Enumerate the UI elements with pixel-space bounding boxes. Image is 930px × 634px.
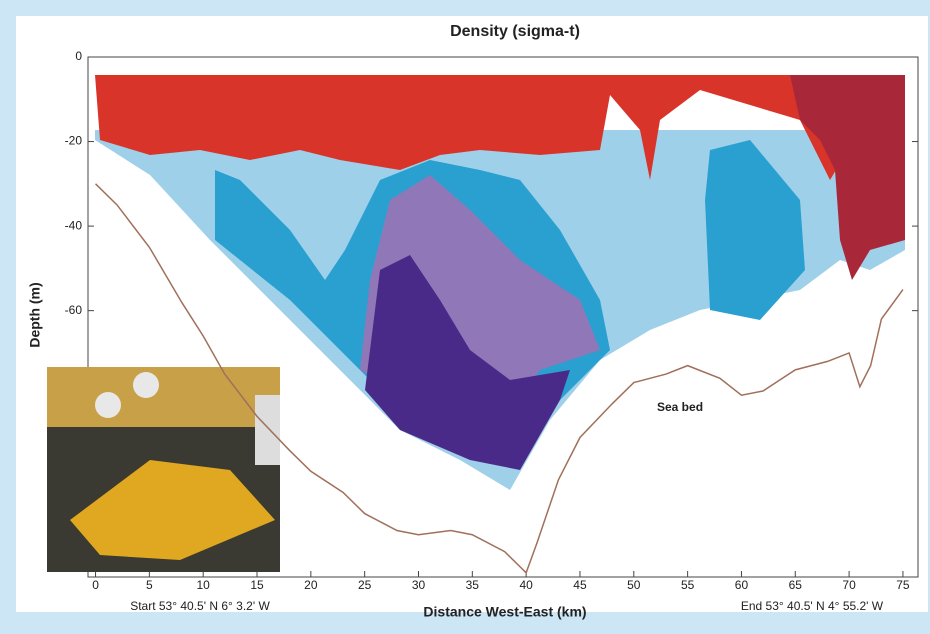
x-tick-label: 50 <box>627 578 641 592</box>
photo-helmet <box>133 372 159 398</box>
x-tick-label: 35 <box>466 578 480 592</box>
x-tick-label: 0 <box>92 578 99 592</box>
photo-helmet <box>95 392 121 418</box>
photo-wall <box>47 367 280 427</box>
photo-person <box>255 395 280 465</box>
x-tick-label: 45 <box>573 578 587 592</box>
inset-photo <box>47 367 280 572</box>
annotation: Sea bed <box>657 400 703 414</box>
y-axis-label: Depth (m) <box>27 282 43 347</box>
x-tick-label: 10 <box>197 578 211 592</box>
x-tick-label: 25 <box>358 578 372 592</box>
x-tick-label: 70 <box>842 578 856 592</box>
y-tick-label: -40 <box>65 218 83 232</box>
x-tick-label: 75 <box>896 578 910 592</box>
annotation: Start 53° 40.5' N 6° 3.2' W <box>130 599 270 613</box>
y-tick-label: -60 <box>65 303 83 317</box>
figure: Density (sigma-t) Sea bed Start 53° 40.5… <box>0 0 930 629</box>
y-tick-label: -20 <box>65 134 83 148</box>
x-tick-label: 65 <box>789 578 803 592</box>
x-tick-label: 55 <box>681 578 695 592</box>
annotation: End 53° 40.5' N 4° 55.2' W <box>741 599 884 613</box>
y-tick-label: 0 <box>75 49 82 63</box>
chart-title: Density (sigma-t) <box>450 23 580 40</box>
x-tick-label: 60 <box>735 578 749 592</box>
x-tick-label: 30 <box>412 578 426 592</box>
x-tick-label: 20 <box>304 578 318 592</box>
x-tick-label: 15 <box>250 578 264 592</box>
x-tick-label: 40 <box>519 578 533 592</box>
x-axis-label: Distance West-East (km) <box>423 604 586 620</box>
x-tick-label: 5 <box>146 578 153 592</box>
